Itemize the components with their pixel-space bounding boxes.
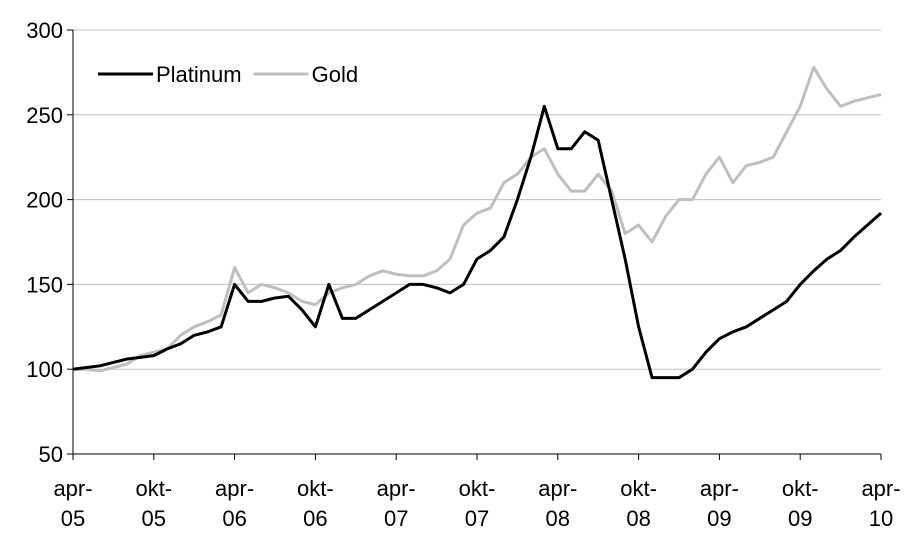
x-tick-label: 10 bbox=[869, 506, 893, 531]
y-tick-label: 100 bbox=[26, 357, 63, 382]
y-tick-label: 300 bbox=[26, 18, 63, 43]
legend-label: Platinum bbox=[156, 62, 242, 87]
y-tick-label: 150 bbox=[26, 272, 63, 297]
x-tick-label: 08 bbox=[626, 506, 650, 531]
series-line bbox=[73, 65, 882, 373]
x-tick-label: okt- bbox=[782, 476, 819, 501]
x-tick-label: 07 bbox=[465, 506, 489, 531]
y-tick-label: 250 bbox=[26, 103, 63, 128]
x-tick-label: okt- bbox=[135, 476, 172, 501]
x-tick-label: apr- bbox=[377, 476, 416, 501]
x-tick-label: apr- bbox=[53, 476, 92, 501]
series-line bbox=[72, 104, 882, 380]
x-tick-label: 05 bbox=[61, 506, 85, 531]
x-tick-label: 09 bbox=[788, 506, 812, 531]
y-tick-label: 200 bbox=[26, 188, 63, 213]
x-tick-label: apr- bbox=[700, 476, 739, 501]
x-tick-label: 07 bbox=[384, 506, 408, 531]
x-tick-label: okt- bbox=[459, 476, 496, 501]
x-tick-label: 06 bbox=[303, 506, 327, 531]
x-tick-label: 05 bbox=[142, 506, 166, 531]
x-tick-label: apr- bbox=[538, 476, 577, 501]
legend-label: Gold bbox=[312, 62, 358, 87]
x-tick-label: okt- bbox=[297, 476, 334, 501]
x-tick-label: okt- bbox=[620, 476, 657, 501]
x-tick-label: apr- bbox=[861, 476, 900, 501]
x-tick-label: apr- bbox=[215, 476, 254, 501]
x-tick-label: 09 bbox=[707, 506, 731, 531]
y-tick-label: 50 bbox=[39, 442, 63, 467]
x-tick-label: 08 bbox=[546, 506, 570, 531]
x-tick-label: 06 bbox=[222, 506, 246, 531]
